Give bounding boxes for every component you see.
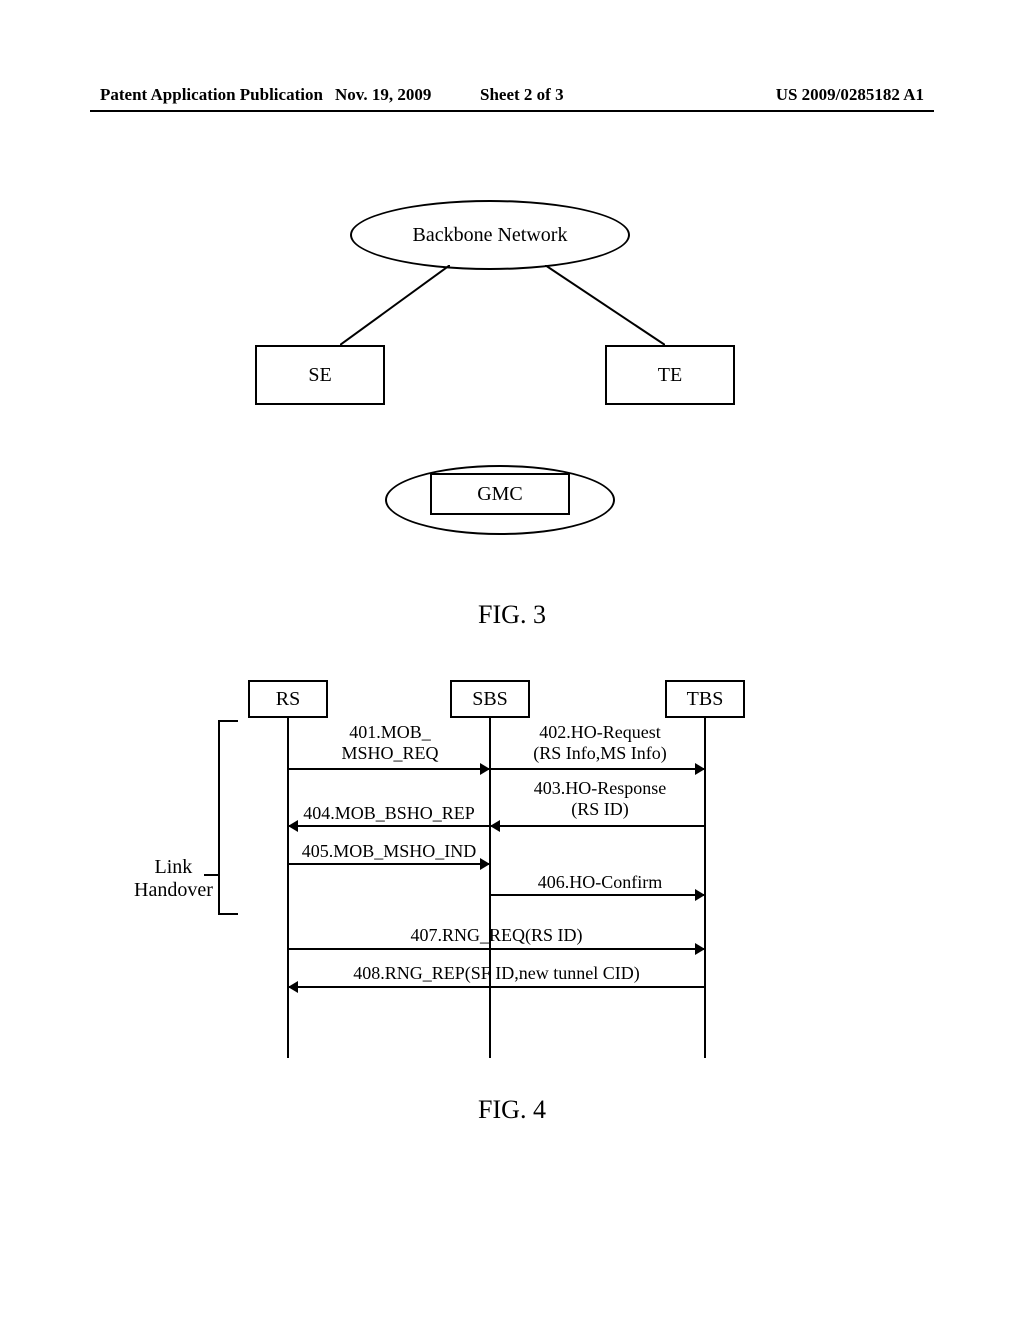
msg-402-arrow xyxy=(491,768,704,770)
msg-407-label: 407.RNG_REQ(RS ID) xyxy=(289,925,704,946)
page-header: Patent Application Publication Nov. 19, … xyxy=(0,85,1024,105)
msg-406-arrow xyxy=(491,894,704,896)
rs-entity: RS xyxy=(248,680,328,718)
se-label: SE xyxy=(308,364,331,387)
msg-403-arrow xyxy=(491,825,704,827)
header-rule xyxy=(90,110,934,112)
te-label: TE xyxy=(658,364,682,387)
te-node: TE xyxy=(605,345,735,405)
msg-401-arrow xyxy=(289,768,489,770)
fig3-caption: FIG. 3 xyxy=(0,600,1024,630)
edge-backbone-te xyxy=(545,265,665,345)
edge-backbone-se xyxy=(340,265,450,345)
tbs-entity: TBS xyxy=(665,680,745,718)
msg-403-label: 403.HO-Response (RS ID) xyxy=(500,778,700,819)
link-brace xyxy=(218,720,238,915)
header-date: Nov. 19, 2009 xyxy=(335,85,431,105)
gmc-label: GMC xyxy=(477,483,523,506)
header-left: Patent Application Publication xyxy=(100,85,512,105)
msg-405-arrow xyxy=(289,863,489,865)
sbs-entity: SBS xyxy=(450,680,530,718)
msg-405-label: 405.MOB_MSHO_IND xyxy=(289,841,489,862)
msg-408-arrow xyxy=(289,986,704,988)
header-pubnum: US 2009/0285182 A1 xyxy=(512,85,924,105)
msg-401-label: 401.MOB_ MSHO_REQ xyxy=(295,722,485,763)
backbone-network-node: Backbone Network xyxy=(350,200,630,270)
msg-407-arrow xyxy=(289,948,704,950)
se-node: SE xyxy=(255,345,385,405)
msg-408-label: 408.RNG_REP(SF ID,new tunnel CID) xyxy=(289,963,704,984)
fig4-caption: FIG. 4 xyxy=(0,1095,1024,1125)
msg-404-label: 404.MOB_BSHO_REP xyxy=(289,803,489,824)
gmc-node: GMC xyxy=(430,473,570,515)
link-handover-label: Link Handover xyxy=(134,856,213,902)
figure-3: Backbone Network SE TE GMC FIG. 3 xyxy=(0,190,1024,610)
msg-402-label: 402.HO-Request (RS Info,MS Info) xyxy=(500,722,700,763)
backbone-label: Backbone Network xyxy=(413,224,568,247)
msg-404-arrow xyxy=(289,825,489,827)
figure-4: RS SBS TBS Link Handover 401.MOB_ MSHO_R… xyxy=(0,680,1024,1130)
msg-406-label: 406.HO-Confirm xyxy=(500,872,700,893)
header-sheet: Sheet 2 of 3 xyxy=(480,85,564,105)
